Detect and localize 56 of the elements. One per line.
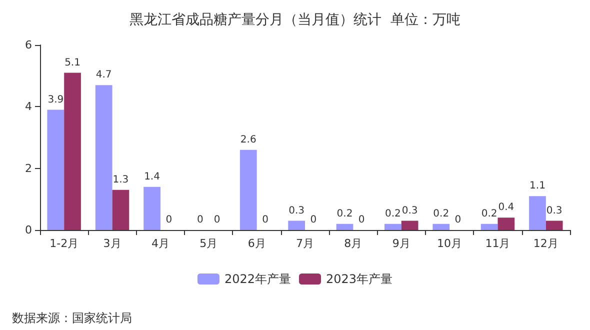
x-tick-label: 10月 — [437, 237, 462, 250]
bar — [498, 218, 515, 230]
x-tick-label: 6月 — [248, 237, 266, 250]
data-label: 0 — [454, 214, 462, 226]
data-label: 0.2 — [433, 208, 450, 220]
data-label: 0.3 — [288, 205, 305, 216]
legend-label: 2023年产量 — [326, 272, 393, 286]
bar — [64, 72, 81, 230]
data-label: 2.6 — [240, 134, 256, 146]
data-label: 0.2 — [481, 208, 498, 220]
data-label: 0.2 — [336, 208, 353, 220]
data-label: 0.4 — [498, 202, 514, 214]
bar — [112, 190, 130, 230]
x-tick-label: 1-2月 — [50, 237, 79, 250]
x-tick-label: 8月 — [344, 237, 362, 250]
data-label: 3.9 — [48, 94, 64, 106]
data-label: 0 — [358, 214, 365, 226]
x-tick-label: 12月 — [533, 237, 558, 250]
x-tick-label: 3月 — [103, 237, 122, 250]
legend-label: 2022年产量 — [224, 272, 292, 286]
data-label: 0.3 — [546, 205, 562, 216]
bar — [144, 186, 160, 230]
bar — [47, 110, 64, 230]
bar — [546, 220, 563, 230]
y-tick-label: 2 — [25, 162, 32, 175]
bar — [384, 224, 402, 230]
x-tick-label: 9月 — [392, 237, 410, 250]
data-label: 5.1 — [64, 57, 80, 68]
data-label: 1.1 — [530, 180, 546, 192]
bar — [401, 220, 418, 230]
data-label: 0 — [197, 214, 204, 226]
data-label: 4.7 — [96, 70, 112, 81]
data-label: 0 — [310, 214, 317, 226]
source-note: 数据来源：国家统计局 — [12, 311, 132, 325]
data-label: 1.3 — [112, 174, 129, 186]
y-tick-label: 4 — [25, 100, 32, 114]
bar — [529, 196, 546, 230]
data-label: 0.2 — [384, 208, 401, 220]
bar — [240, 150, 257, 230]
bar — [480, 224, 498, 230]
x-tick-label: 4月 — [151, 237, 170, 250]
data-label: 0 — [214, 214, 220, 226]
data-label: 0 — [166, 214, 172, 226]
y-tick-label: 0 — [25, 224, 32, 236]
y-tick-label: 6 — [25, 38, 32, 52]
data-label: 1.4 — [144, 171, 160, 182]
chart-title: 黑龙江省成品糖产量分月（当月值）统计 单位：万吨 — [130, 12, 460, 28]
bar — [336, 224, 354, 230]
data-label: 0 — [262, 214, 268, 226]
bar — [432, 224, 450, 230]
bar — [95, 85, 112, 230]
data-label: 0.3 — [402, 205, 418, 216]
bar — [288, 220, 305, 230]
x-tick-label: 11月 — [485, 237, 510, 250]
x-tick-label: 7月 — [296, 237, 314, 250]
x-tick-label: 5月 — [200, 237, 218, 250]
